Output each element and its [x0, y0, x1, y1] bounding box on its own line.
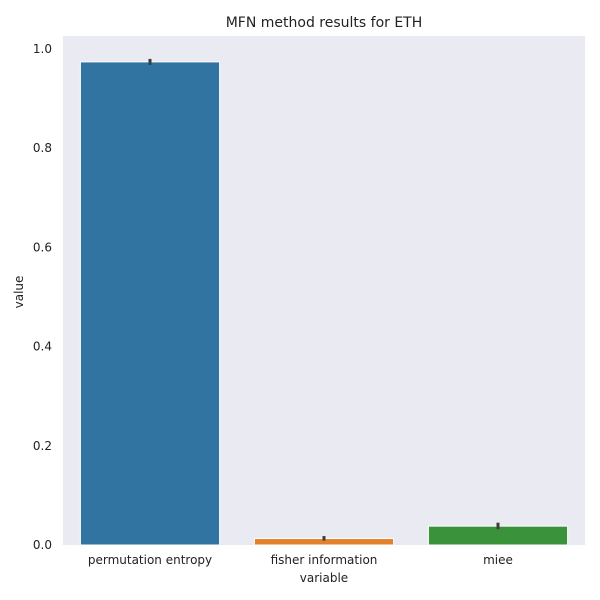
y-axis-label: value — [12, 276, 26, 309]
y-tick-label: 0.2 — [33, 439, 52, 453]
x-tick-label: fisher information — [271, 553, 378, 567]
y-tick-label: 0.8 — [33, 141, 52, 155]
x-tick-label: permutation entropy — [88, 553, 212, 567]
y-ticks-group: 0.0 0.2 0.4 0.6 0.8 1.0 — [33, 42, 52, 552]
y-tick-label: 1.0 — [33, 42, 52, 56]
y-tick-label: 0.6 — [33, 240, 52, 254]
x-ticks-group: permutation entropy fisher information mie… — [88, 553, 513, 567]
x-axis-label: variable — [300, 571, 348, 585]
chart-title: MFN method results for ETH — [226, 15, 423, 31]
y-tick-label: 0.4 — [33, 340, 52, 354]
bars-group — [79, 58, 569, 546]
bar-permutation-entropy — [79, 61, 221, 546]
x-tick-label: miee — [483, 553, 513, 567]
y-tick-label: 0.0 — [33, 538, 52, 552]
